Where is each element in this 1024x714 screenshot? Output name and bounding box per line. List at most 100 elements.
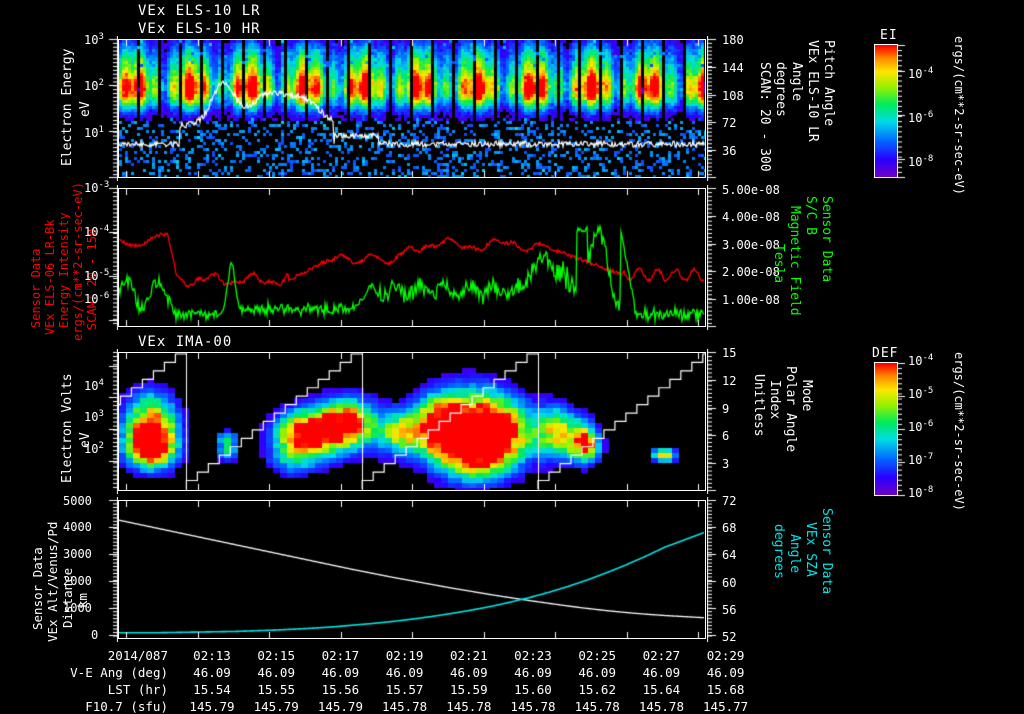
panel4-rtick-68: 68	[722, 521, 737, 535]
bottom-row-label-3: F10.7 (sfu)	[85, 699, 168, 714]
panel4-right-label-0: Sensor Data	[819, 508, 834, 595]
bottom-cell-r1-c0: 46.09	[193, 665, 231, 680]
panel3-rtick-6: 6	[722, 429, 730, 443]
panel4-right-label-2: Angle	[787, 534, 802, 574]
bottom-cell-r0-c7: 02:27	[642, 648, 681, 663]
panel1-right-label-3: degrees	[773, 62, 788, 117]
panel1-left-axis-label: Electron Energy	[60, 48, 75, 166]
panel3-ytick-1e2: 102	[84, 441, 104, 456]
panel3-right-label-1: Polar Angle	[783, 366, 798, 453]
panel3-right-label-3: Unitless	[751, 374, 766, 437]
panel3-right-label-2: Index	[767, 380, 782, 420]
panel3-rtick-12: 12	[722, 374, 737, 388]
bottom-cell-r2-c8: 15.68	[706, 682, 745, 697]
colorbar3-tick-1e-4: 10-4	[908, 353, 934, 368]
panel2-ytick-1e-3: 10-3	[84, 180, 110, 195]
colorbar1-unit: ergs/(cm**2-sr-sec-eV)	[952, 36, 966, 195]
bottom-cell-r0-c6: 02:25	[578, 648, 616, 663]
bottom-cell-r1-c6: 46.09	[578, 665, 616, 680]
bottom-cell-r3-c3: 145.78	[382, 699, 428, 714]
bottom-cell-r0-c2: 02:17	[321, 648, 360, 663]
panel2-plot-frame[interactable]	[118, 188, 706, 327]
bottom-cell-r0-c5: 02:23	[514, 648, 552, 663]
bottom-cell-r3-c5: 145.78	[510, 699, 556, 714]
panel1-title-hr: VEx ELS-10 HR	[138, 21, 261, 37]
colorbar3-unit: ergs/(cm**2-sr-sec-eV)	[952, 352, 966, 511]
panel4-right-label-3: degrees	[771, 524, 786, 579]
panel1-ytick-100: 102	[84, 78, 104, 93]
bottom-cell-r2-c2: 15.56	[321, 682, 360, 697]
bottom-cell-r1-c3: 46.09	[385, 665, 424, 680]
panel2-rtick-3e-8: 3.00e-08	[722, 238, 780, 252]
panel2-left-label-1: VEx ELS-06 LR-Bk	[43, 219, 57, 335]
panel2-left-label-3: ergs/(cm**2-sr-sec-eV)	[71, 182, 85, 341]
colorbar1-title: EI	[880, 28, 898, 43]
bottom-row-label-0: 2014/087	[107, 648, 168, 663]
panel2-ytick-1e-6: 10-6	[84, 291, 110, 306]
colorbar1-tick-1e-6: 10-6	[908, 110, 934, 125]
panel2-right-ticks	[707, 185, 717, 330]
colorbar3	[874, 362, 898, 496]
panel4-rtick-72: 72	[722, 494, 737, 508]
panel1-rtick-108: 108	[722, 89, 744, 103]
bottom-cell-r3-c7: 145.78	[638, 699, 684, 714]
bottom-cell-r0-c4: 02:21	[449, 648, 488, 663]
colorbar1	[874, 44, 898, 178]
panel3-ytick-1e3: 103	[84, 409, 104, 424]
panel2-right-label-1: S/C B	[803, 196, 818, 236]
bottom-cell-r2-c4: 15.59	[449, 682, 488, 697]
panel2-rtick-2e-8: 2.00e-08	[722, 265, 780, 279]
panel2-left-label-0: Sensor Data	[29, 248, 43, 328]
colorbar3-tick-1e-8: 10-8	[908, 485, 934, 500]
colorbar3-ticks	[898, 360, 906, 498]
panel4-right-label-1: VEx SZA	[803, 522, 818, 577]
panel1-plot-frame[interactable]	[118, 39, 706, 178]
bottom-cell-r2-c6: 15.62	[578, 682, 616, 697]
colorbar3-tick-1e-7: 10-7	[908, 452, 934, 467]
panel3-rtick-9: 9	[722, 402, 730, 416]
panel1-rtick-180: 180	[722, 33, 744, 47]
bottom-cell-r1-c7: 46.09	[642, 665, 681, 680]
panel3-plot-frame[interactable]	[118, 352, 706, 491]
panel1-right-label-0: Pitch Angle	[821, 40, 836, 127]
panel4-ytick-4000: 4000	[63, 520, 92, 534]
panel3-spectrogram-canvas	[119, 353, 705, 490]
bottom-row-label-2: LST (hr)	[107, 682, 168, 697]
panel1-ytick-1000: 103	[84, 32, 104, 47]
bottom-cell-r0-c0: 02:13	[193, 648, 231, 663]
bottom-cell-r2-c5: 15.60	[514, 682, 552, 697]
bottom-cell-r3-c0: 145.79	[189, 699, 235, 714]
panel1-spectrogram-canvas	[119, 40, 705, 177]
bottom-cell-r3-c1: 145.79	[253, 699, 299, 714]
panel1-rtick-72: 72	[722, 116, 737, 130]
panel4-left-label-1: VEx Alt/Venus/Pd	[45, 521, 60, 642]
panel1-right-ticks	[707, 36, 717, 181]
bottom-cell-r0-c3: 02:19	[385, 648, 424, 663]
panel1-ytick-10: 101	[84, 125, 104, 140]
colorbar1-tick-1e-8: 10-8	[908, 154, 934, 169]
panel1-left-ticks	[108, 36, 118, 181]
panel2-rtick-1e-8: 1.00e-08	[722, 293, 780, 307]
bottom-cell-r2-c1: 15.55	[257, 682, 295, 697]
panel4-plot-frame[interactable]	[118, 500, 706, 639]
panel4-rtick-64: 64	[722, 548, 737, 562]
panel1-title-lr: VEx ELS-10 LR	[138, 3, 261, 19]
bottom-cell-r1-c8: 46.09	[706, 665, 745, 680]
panel2-left-ticks	[108, 185, 118, 330]
bottom-cell-r3-c2: 145.79	[317, 699, 363, 714]
bottom-cell-r2-c0: 15.54	[193, 682, 231, 697]
panel2-ytick-1e-5: 10-5	[84, 268, 110, 283]
panel4-rtick-56: 56	[722, 603, 737, 617]
colorbar1-gradient	[875, 45, 897, 177]
bottom-cell-r0-c1: 02:15	[257, 648, 295, 663]
panel2-right-label-2: Magnetic Field	[787, 206, 802, 316]
panel4-ytick-0: 0	[91, 628, 99, 642]
bottom-cell-r1-c4: 46.09	[449, 665, 488, 680]
panel1-right-label-1: VEx ELS-10 LR	[805, 40, 820, 142]
bottom-cell-r3-c6: 145.78	[574, 699, 620, 714]
panel4-rtick-52: 52	[722, 630, 737, 644]
panel2-ytick-1e-4: 10-4	[84, 224, 110, 239]
panel3-right-ticks	[707, 349, 717, 494]
bottom-cell-r1-c2: 46.09	[321, 665, 360, 680]
panel3-title: VEx IMA-00	[138, 334, 233, 350]
